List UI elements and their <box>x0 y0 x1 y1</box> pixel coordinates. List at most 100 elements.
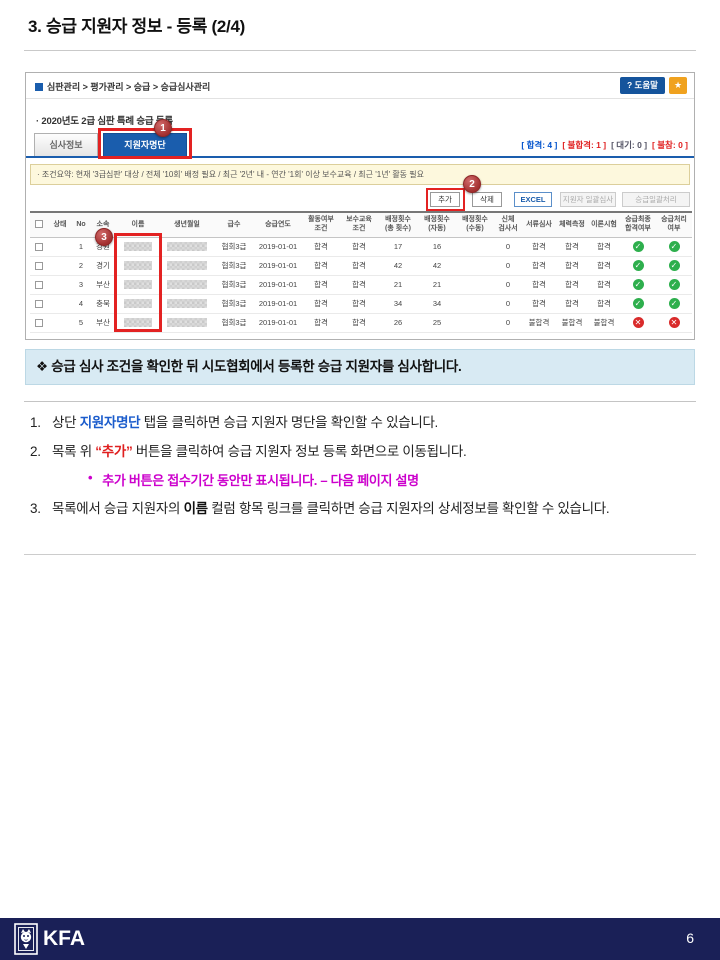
cell-process-result: ✓ <box>656 275 692 295</box>
instruction-number: 2. <box>30 443 41 459</box>
cell-education-condition: 합격 <box>340 313 378 333</box>
instruction-text: 목록 위 “추가” 버튼을 클릭하여 승급 지원자 정보 등록 화면으로 이동됩… <box>52 442 690 462</box>
checkbox-icon[interactable] <box>35 243 43 251</box>
cell-assign-total: 42 <box>378 256 418 276</box>
cell-assign-total: 26 <box>378 313 418 333</box>
app-header-bar: 심판관리 > 평가관리 > 승급 > 승급심사관리 ? 도움말 ★ <box>26 73 694 99</box>
cell-birthdate <box>160 275 214 295</box>
column-header: 체력측정 <box>556 211 588 238</box>
cell-document-review: 불합격 <box>522 313 556 333</box>
row-checkbox[interactable] <box>30 256 48 276</box>
cell-grade: 협회3급 <box>214 275 254 295</box>
cell-final-result: ✓ <box>620 237 656 257</box>
table-row: 3 부산 협회3급 2019-01-01 합격 합격 21 21 0 합격 합격 합격 ✓ ✓ <box>30 275 692 295</box>
instruction-number: 1. <box>30 415 41 430</box>
redacted-name[interactable] <box>124 299 152 309</box>
tab-applicant-list[interactable]: 지원자명단 <box>103 133 187 156</box>
batch-review-button: 지원자 일괄심사 <box>560 192 616 207</box>
cell-assign-manual <box>456 275 494 295</box>
row-checkbox[interactable] <box>30 294 48 314</box>
cell-org: 충북 <box>90 294 116 314</box>
cell-assign-auto: 42 <box>418 256 456 276</box>
redacted-birthdate <box>167 318 207 328</box>
cell-no: 5 <box>72 313 90 333</box>
cell-assign-auto: 16 <box>418 237 456 257</box>
redacted-name[interactable] <box>124 280 152 290</box>
cell-org: 부산 <box>90 275 116 295</box>
cell-theory-test: 불합격 <box>588 313 620 333</box>
select-all-checkbox[interactable] <box>30 211 48 238</box>
condition-summary-bar: · 조건요약: 현재 '3급심판' 대상 / 전체 '10회' 배정 필요 / … <box>30 164 690 185</box>
tab-review-info[interactable]: 심사정보 <box>34 133 98 156</box>
cell-no: 3 <box>72 275 90 295</box>
add-button[interactable]: 추가 <box>430 192 460 207</box>
redacted-birthdate <box>167 242 207 252</box>
sub-note-text: 추가 버튼은 접수기간 동안만 표시됩니다. – 다음 페이지 설명 <box>102 473 419 489</box>
cell-final-result: ✓ <box>620 256 656 276</box>
table-row: 2 경기 협회3급 2019-01-01 합격 합격 42 42 0 합격 합격 합격 ✓ ✓ <box>30 256 692 276</box>
cell-birthdate <box>160 256 214 276</box>
cell-final-result: ✕ <box>620 313 656 333</box>
cell-assign-auto: 21 <box>418 275 456 295</box>
kfa-emblem-icon <box>14 923 38 955</box>
column-header: 상태 <box>48 211 72 238</box>
status-count-1: [ 합격: 4 ] <box>521 140 558 150</box>
cell-birthdate <box>160 294 214 314</box>
checkbox-icon[interactable] <box>35 319 43 327</box>
help-button[interactable]: ? 도움말 <box>619 77 665 94</box>
cell-name-link[interactable] <box>116 237 160 257</box>
cell-fitness-test: 합격 <box>556 275 588 295</box>
cell-status <box>48 275 72 295</box>
instruction-number: 3. <box>30 501 41 517</box>
cell-status <box>48 256 72 276</box>
cell-activity-condition: 합격 <box>302 237 340 257</box>
checkbox-icon[interactable] <box>35 262 43 270</box>
checkbox-icon[interactable] <box>35 281 43 289</box>
instruction-list: 1. 상단 지원자명단 탭을 클릭하면 승급 지원자 명단을 확인할 수 있습니다… <box>30 413 690 528</box>
cell-assign-manual <box>456 294 494 314</box>
cell-name-link[interactable] <box>116 256 160 276</box>
row-checkbox[interactable] <box>30 275 48 295</box>
cell-theory-test: 합격 <box>588 294 620 314</box>
cell-assign-auto: 34 <box>418 294 456 314</box>
cell-grade: 협회3급 <box>214 294 254 314</box>
excel-button[interactable]: EXCEL <box>514 192 552 207</box>
redacted-name[interactable] <box>124 242 152 252</box>
favorite-star-icon[interactable]: ★ <box>669 77 687 94</box>
cell-physical-exam: 0 <box>494 256 522 276</box>
list-title: · 2020년도 2급 심판 특례 승급 등록 <box>36 116 173 127</box>
checkbox-icon[interactable] <box>35 300 43 308</box>
row-checkbox[interactable] <box>30 313 48 333</box>
cell-assign-total: 34 <box>378 294 418 314</box>
row-checkbox[interactable] <box>30 237 48 257</box>
breadcrumb-text: 심판관리 > 평가관리 > 승급 > 승급심사관리 <box>47 82 211 92</box>
fail-x-icon: ✕ <box>668 317 680 328</box>
cell-fitness-test: 합격 <box>556 294 588 314</box>
column-header: 활동여부 조건 <box>302 211 340 238</box>
annotation-badge-1: 1 <box>154 119 172 137</box>
cell-education-condition: 합격 <box>340 256 378 276</box>
annotation-badge-3: 3 <box>95 228 113 246</box>
breadcrumb-bullet-icon <box>35 82 43 91</box>
cell-document-review: 합격 <box>522 294 556 314</box>
cell-activity-condition: 합격 <box>302 294 340 314</box>
annotation-box-add-button <box>426 188 465 211</box>
cell-process-result: ✓ <box>656 256 692 276</box>
redacted-name[interactable] <box>124 261 152 271</box>
cell-final-result: ✓ <box>620 294 656 314</box>
cell-assign-total: 21 <box>378 275 418 295</box>
redacted-name[interactable] <box>124 318 152 328</box>
instruction-item-2: 2. 목록 위 “추가” 버튼을 클릭하여 승급 지원자 정보 등록 화면으로 이… <box>30 442 690 462</box>
cell-promotion-year: 2019-01-01 <box>254 313 302 333</box>
cell-name-link[interactable] <box>116 294 160 314</box>
title-divider <box>24 50 696 51</box>
cell-activity-condition: 합격 <box>302 313 340 333</box>
checkbox-icon[interactable] <box>35 220 43 229</box>
redacted-birthdate <box>167 299 207 309</box>
delete-button[interactable]: 삭제 <box>472 192 502 207</box>
column-header: No <box>72 211 90 238</box>
table-header-row: 상태 No 소속 이름 생년월일 급수 승급연도 활동여부 조건 보수교육 조건 배정횟수 (총 … <box>30 211 692 238</box>
cell-name-link[interactable] <box>116 275 160 295</box>
cell-grade: 협회3급 <box>214 237 254 257</box>
instruction-highlight: 지원자명단 <box>79 415 141 430</box>
